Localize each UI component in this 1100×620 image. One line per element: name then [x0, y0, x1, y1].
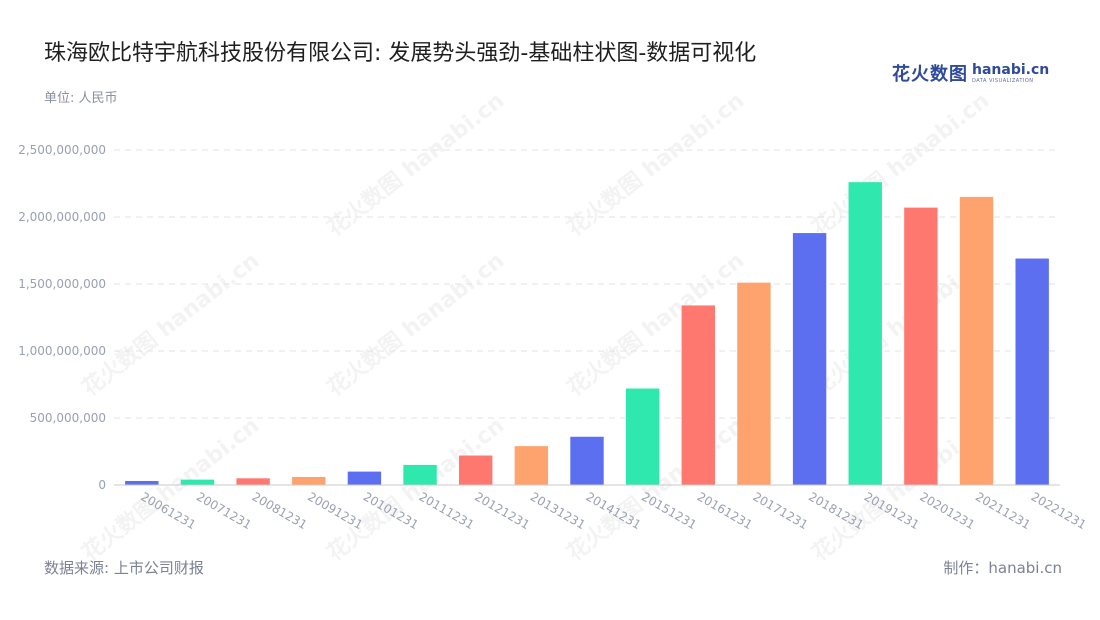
- x-tick-label: 20091231: [305, 489, 365, 532]
- x-tick-label: 20131231: [528, 489, 588, 532]
- watermark: 花火数图 hanabi.cn: [562, 247, 749, 401]
- bar[interactable]: [403, 464, 437, 485]
- brand-logo: 花火数图 hanabi.cn DATA VISUALIZATION: [892, 60, 1049, 86]
- bar[interactable]: [514, 446, 549, 485]
- x-tick-label: 20171231: [750, 489, 810, 532]
- watermark: 花火数图 hanabi.cn: [77, 247, 264, 401]
- bar[interactable]: [792, 233, 827, 485]
- x-tick-label: 20221231: [1029, 489, 1089, 532]
- x-tick-label: 20111231: [417, 489, 477, 532]
- x-tick-label: 20211231: [973, 489, 1033, 532]
- watermark: 花火数图 hanabi.cn: [322, 87, 509, 241]
- bar[interactable]: [125, 480, 159, 485]
- bar[interactable]: [292, 476, 326, 485]
- data-source: 数据来源: 上市公司财报: [44, 559, 204, 577]
- grid-lines: [114, 149, 1060, 419]
- logo-en-text: hanabi.cn: [972, 61, 1050, 78]
- logo-sub-text: DATA VISUALIZATION: [972, 77, 1034, 84]
- y-tick-label: 1,500,000,000: [18, 277, 106, 291]
- y-tick-label: 0: [98, 478, 106, 492]
- unit-label: 单位: 人民币: [44, 91, 118, 106]
- maker-credit: 制作：hanabi.cn: [943, 559, 1062, 577]
- x-tick-label: 20081231: [250, 489, 310, 532]
- bar[interactable]: [904, 207, 938, 485]
- logo-en-block: hanabi.cn DATA VISUALIZATION: [972, 63, 1049, 84]
- bar[interactable]: [1015, 258, 1049, 485]
- chart-title: 珠海欧比特宇航科技股份有限公司: 发展势头强劲-基础柱状图-数据可视化: [44, 41, 757, 66]
- y-tick-label: 2,000,000,000: [18, 210, 106, 224]
- x-tick-label: 20071231: [194, 489, 254, 532]
- x-tick-label: 20121231: [472, 489, 532, 532]
- bar[interactable]: [737, 282, 771, 485]
- bars: [125, 182, 1049, 485]
- bar[interactable]: [347, 471, 382, 485]
- y-tick-label: 2,500,000,000: [18, 143, 106, 157]
- bar[interactable]: [625, 388, 660, 485]
- bar[interactable]: [959, 196, 994, 485]
- bar[interactable]: [236, 478, 270, 485]
- x-tick-label: 20201231: [917, 489, 977, 532]
- y-tick-label: 500,000,000: [30, 411, 106, 425]
- bar[interactable]: [459, 455, 493, 485]
- bar[interactable]: [570, 436, 604, 485]
- y-tick-label: 1,000,000,000: [18, 344, 106, 358]
- bar[interactable]: [848, 182, 882, 485]
- x-tick-label: 20161231: [695, 489, 755, 532]
- bar[interactable]: [180, 479, 215, 485]
- watermark: 花火数图 hanabi.cn: [562, 87, 749, 241]
- logo-cn-text: 花火数图: [892, 64, 968, 85]
- watermark: 花火数图 hanabi.cn: [322, 247, 509, 401]
- y-axis: 0 500,000,000 1,000,000,000 1,500,000,000 2,…: [18, 143, 106, 492]
- bar[interactable]: [681, 305, 715, 485]
